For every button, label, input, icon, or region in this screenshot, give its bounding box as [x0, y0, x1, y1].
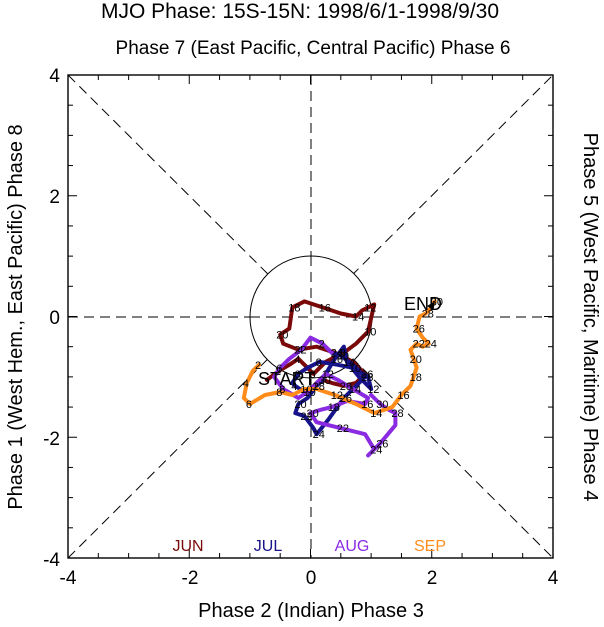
day-label: 2: [313, 381, 319, 393]
day-label: 4: [243, 378, 249, 390]
x-tick-label: -4: [60, 568, 77, 589]
day-label: 16: [319, 302, 331, 314]
day-label: 24: [313, 429, 325, 441]
x-tick-labels: -4 -2 0 2 4: [60, 568, 559, 589]
y-tick-label: 4: [49, 66, 60, 87]
series-line-aug: [272, 335, 398, 458]
day-label: 18: [288, 302, 300, 314]
day-label: 10: [304, 387, 316, 399]
day-label: 4: [294, 354, 300, 366]
day-label: 2: [255, 360, 261, 372]
day-label: 20: [276, 330, 288, 342]
day-label: 28: [340, 381, 352, 393]
day-label: 24: [331, 348, 343, 360]
day-label: 16: [361, 399, 373, 411]
y-axis-label-right: Phase 5 (West Pacific, Maritime) Phase 4: [579, 133, 601, 502]
chart-title: MJO Phase: 15S-15N: 1998/6/1-1998/9/30: [101, 0, 499, 23]
day-label: 12: [367, 384, 379, 396]
day-label: 18: [328, 402, 340, 414]
day-label: 22: [300, 411, 312, 423]
day-label: 10: [349, 363, 361, 375]
day-label: 22: [413, 339, 425, 351]
x-tick-label: 4: [548, 568, 559, 589]
day-label: 14: [343, 357, 355, 369]
day-label: 20: [307, 408, 319, 420]
plot-area: [67, 74, 554, 559]
day-label: 20: [294, 399, 306, 411]
day-label: 18: [313, 381, 325, 393]
day-label: 20: [410, 354, 422, 366]
day-label: 8: [316, 357, 322, 369]
x-tick-label: 2: [427, 568, 438, 589]
day-label: 30: [337, 351, 349, 363]
day-label: 24: [425, 339, 437, 351]
y-tick-label: -2: [43, 429, 60, 450]
day-label: 6: [310, 369, 316, 381]
day-label: 12: [331, 390, 343, 402]
legend-jun: JUN: [172, 538, 203, 555]
day-label: 22: [294, 345, 306, 357]
day-label: 2: [319, 339, 325, 351]
day-label: 30: [376, 399, 388, 411]
x-tick-label: 0: [306, 568, 317, 589]
day-label: 2: [275, 366, 281, 378]
day-label: 12: [322, 369, 334, 381]
legend-aug: AUG: [335, 538, 370, 555]
series-line-jun: [264, 299, 377, 388]
day-label: 26: [413, 324, 425, 336]
legend-jul: JUL: [254, 538, 283, 555]
day-label: 8: [276, 387, 282, 399]
day-label: 10: [300, 384, 312, 396]
day-label: 6: [294, 369, 300, 381]
y-tick-label: 2: [49, 187, 60, 208]
end-label: END: [404, 294, 442, 314]
day-label: 14: [349, 384, 361, 396]
day-label: 18: [410, 372, 422, 384]
day-label: 26: [376, 438, 388, 450]
day-label: 14: [370, 408, 382, 420]
day-label: 26: [361, 369, 373, 381]
day-label: 30: [431, 296, 443, 308]
month-legend: JUN JUL AUG SEP: [172, 538, 446, 555]
start-label: START: [258, 369, 315, 389]
y-tick-label: 0: [49, 308, 60, 329]
x-axis-label: Phase 2 (Indian) Phase 3: [198, 600, 424, 622]
day-label: 4: [297, 345, 303, 357]
series-line-sep: [241, 299, 437, 416]
day-label: 30: [319, 375, 331, 387]
day-label: 22: [337, 423, 349, 435]
day-label: 12: [364, 302, 376, 314]
day-label: 14: [352, 312, 364, 324]
day-label: 8: [279, 384, 285, 396]
day-label: 4: [291, 381, 297, 393]
y-tick-labels: 4 2 0 -2 -4: [43, 66, 60, 571]
axis-ticks: [67, 74, 554, 559]
day-label: 28: [361, 372, 373, 384]
day-label: 6: [276, 363, 282, 375]
day-label: 28: [391, 408, 403, 420]
x-tick-label: -2: [182, 568, 199, 589]
day-label: 10: [364, 327, 376, 339]
day-label: 6: [246, 399, 252, 411]
day-label: 16: [397, 390, 409, 402]
day-label: 8: [340, 348, 346, 360]
legend-sep: SEP: [414, 538, 446, 555]
day-label: 16: [331, 354, 343, 366]
y-tick-label: -4: [43, 550, 60, 571]
series-layer: [241, 299, 437, 458]
day-label: 24: [370, 444, 382, 456]
day-label: 28: [422, 309, 434, 321]
day-label: 26: [340, 393, 352, 405]
end-arrow: [427, 301, 435, 311]
y-axis-label-left: Phase 1 (West Hem., East Pacific) Phase …: [5, 124, 27, 509]
chart-subtitle: Phase 7 (East Pacific, Central Pacific) …: [116, 38, 511, 59]
